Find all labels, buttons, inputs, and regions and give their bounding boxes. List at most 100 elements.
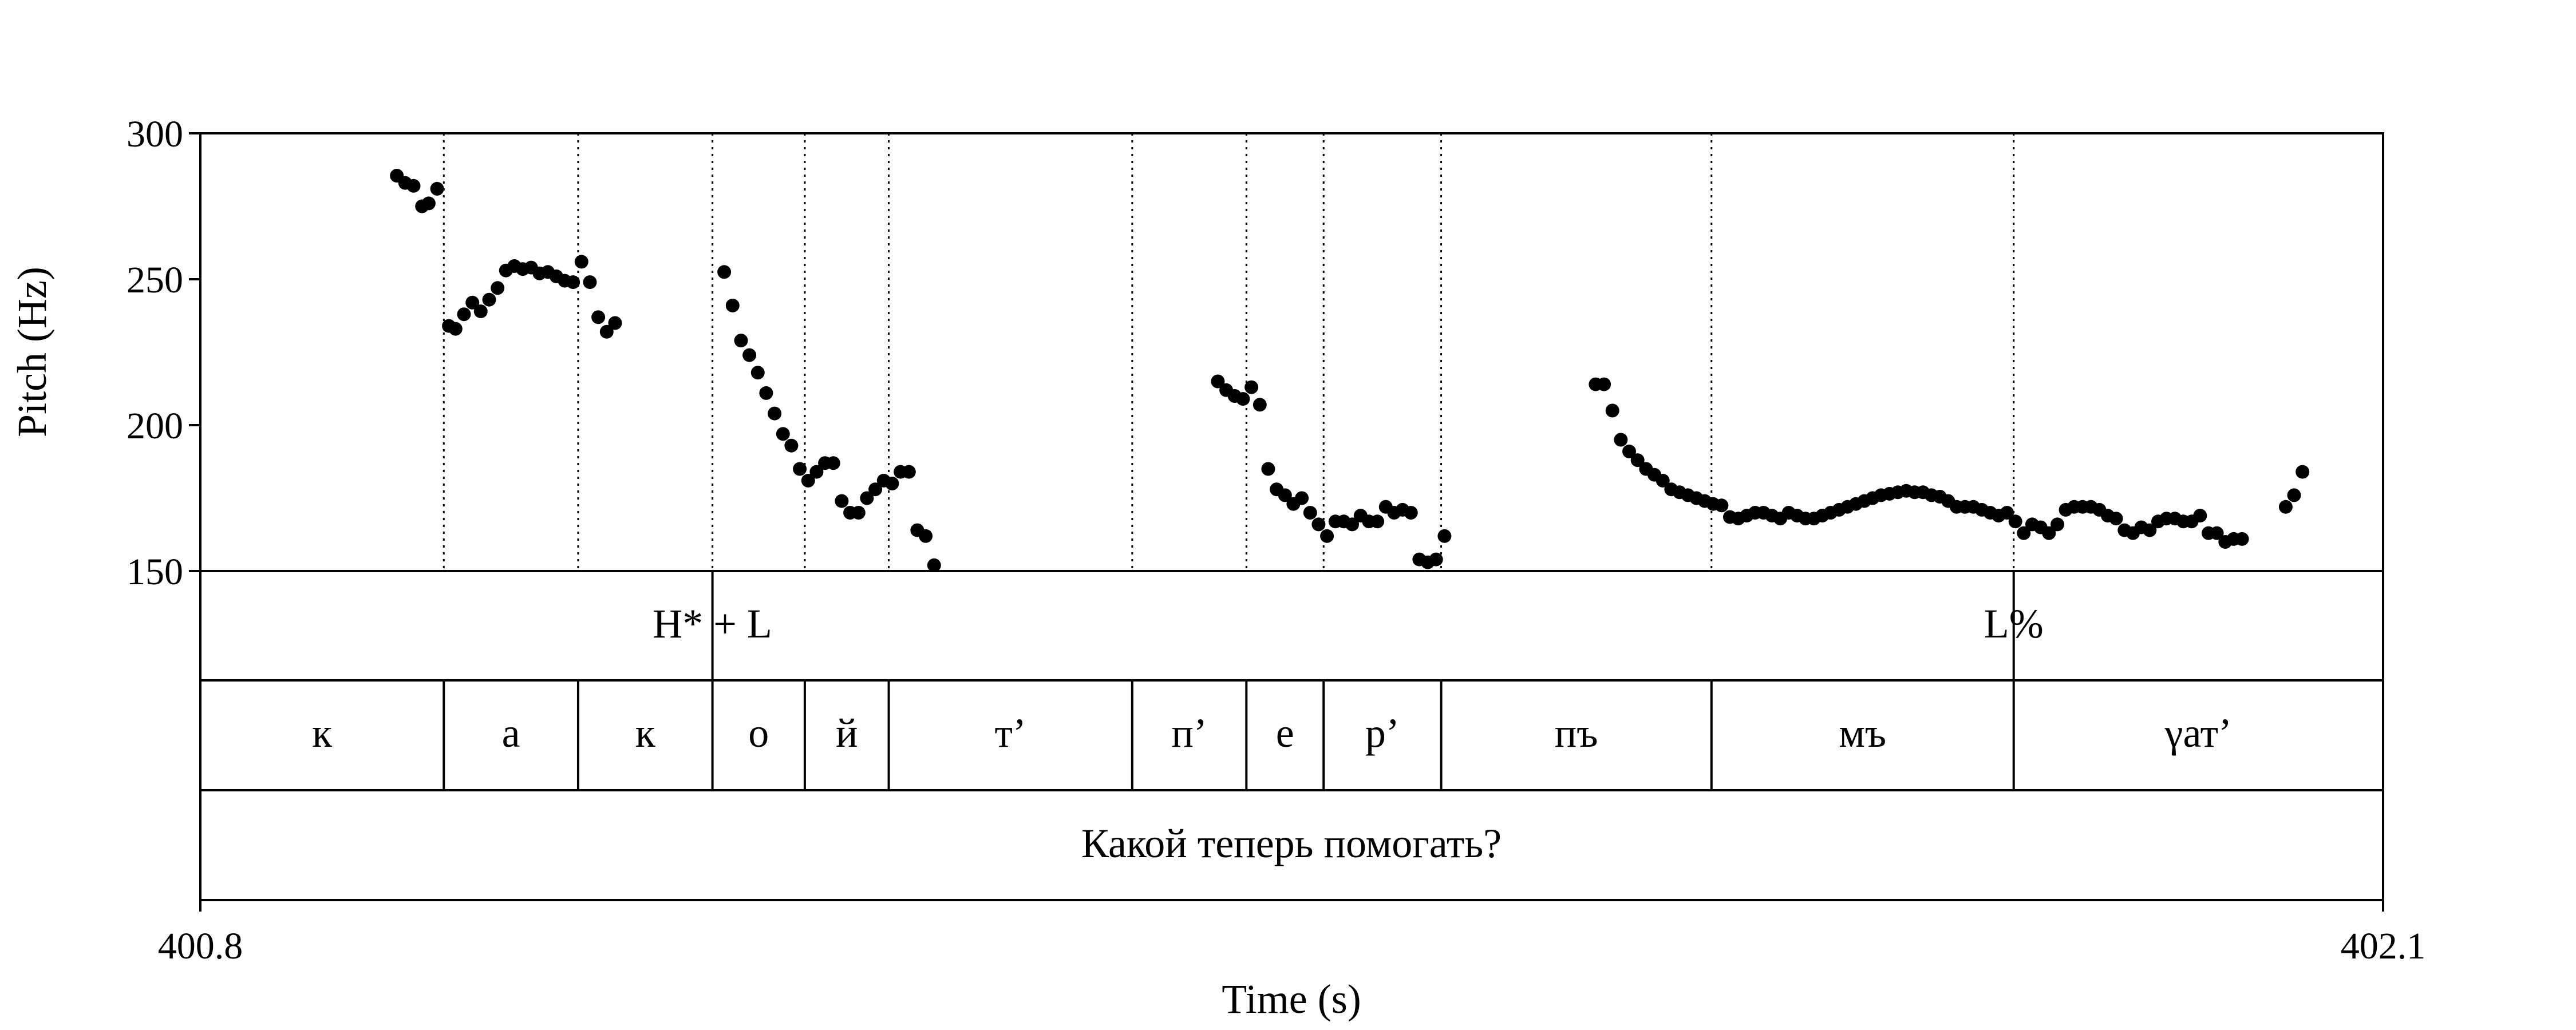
pitch-point-47 (885, 477, 899, 490)
pitch-point-63 (1295, 491, 1309, 505)
y-tick-label-200: 200 (127, 405, 183, 447)
sentence-label: Какой теперь помогать? (1081, 821, 1502, 866)
segment-label-10: мъ (1839, 710, 1886, 756)
pitch-point-34 (776, 427, 790, 441)
segment-label-7: е (1276, 710, 1294, 756)
pitch-point-45 (868, 482, 883, 497)
pitch-point-7 (448, 322, 463, 336)
pitch-point-30 (742, 348, 757, 362)
pitch-point-61 (1278, 488, 1292, 502)
pitch-point-153 (2193, 509, 2207, 523)
segment-label-2: к (635, 710, 656, 756)
y-tick-label-250: 250 (127, 259, 183, 301)
pitch-point-65 (1311, 517, 1326, 532)
pitch-point-22 (574, 255, 588, 269)
pitch-point-147 (2143, 523, 2157, 537)
pitch-point-136 (2050, 517, 2064, 532)
pitch-point-26 (608, 316, 622, 330)
pitch-point-21 (566, 275, 580, 290)
segment-label-6: п’ (1171, 710, 1207, 756)
pitch-point-76 (1404, 506, 1418, 520)
pitch-point-69 (1345, 517, 1360, 532)
pitch-point-12 (491, 281, 505, 295)
tone-tier: H* + L L% (653, 571, 2044, 680)
pitch-point-5 (430, 181, 444, 196)
pitch-point-72 (1370, 514, 1385, 529)
pitch-point-33 (768, 406, 782, 421)
pitch-point-85 (1622, 444, 1636, 458)
y-axis: 300 250 200 150 (127, 113, 200, 593)
pitch-point-57 (1244, 380, 1259, 394)
pitch-point-38 (809, 465, 824, 479)
pitch-point-96 (1714, 498, 1729, 513)
pitch-point-64 (1303, 506, 1317, 520)
pitch-point-135 (2042, 526, 2056, 540)
segment-label-8: р’ (1365, 710, 1400, 756)
pitch-point-58 (1253, 398, 1267, 412)
pitch-point-25 (599, 324, 614, 339)
segment-label-4: й (836, 710, 858, 756)
pitch-point-158 (2235, 532, 2249, 546)
pitch-point-40 (826, 456, 840, 470)
pitch-point-28 (725, 298, 740, 312)
pitch-point-143 (2109, 512, 2123, 526)
pitch-point-52 (927, 558, 941, 572)
segment-tier: к а к о й т’ п’ е р’ пъ мъ γат’ (312, 680, 2232, 790)
pitch-point-56 (1236, 392, 1250, 406)
plot-frame (199, 132, 2384, 901)
pitch-point-32 (759, 386, 773, 400)
segment-label-11: γат’ (2164, 710, 2232, 756)
pitch-point-2 (406, 179, 421, 193)
pitch-point-8 (457, 307, 471, 322)
pitch-point-79 (1429, 552, 1443, 566)
pitch-points (390, 169, 2310, 572)
pitch-point-82 (1597, 377, 1611, 391)
segment-label-1: а (502, 710, 520, 756)
pitch-point-27 (717, 265, 732, 279)
pitch-point-49 (902, 465, 916, 479)
segment-label-0: к (312, 710, 333, 756)
pitch-point-160 (2287, 488, 2301, 502)
pitch-point-84 (1614, 433, 1628, 447)
pitch-point-86 (1630, 453, 1645, 468)
pitch-point-4 (421, 196, 436, 211)
segment-label-3: о (748, 710, 769, 756)
x-tick-label-start: 400.8 (158, 925, 243, 967)
pitch-point-132 (2017, 526, 2031, 540)
pitch-point-10 (473, 304, 488, 319)
tone-label-0: H* + L (653, 601, 772, 647)
pitch-point-53 (1211, 374, 1225, 389)
pitch-point-159 (2278, 500, 2293, 514)
pitch-point-35 (784, 438, 799, 453)
pitch-point-29 (734, 334, 748, 348)
x-tick-label-end: 402.1 (2341, 925, 2426, 967)
pitch-point-44 (860, 491, 874, 505)
pitch-point-155 (2210, 526, 2224, 540)
pitch-point-51 (919, 529, 933, 543)
x-axis: 400.8 402.1 (158, 900, 2426, 967)
segment-label-9: пъ (1555, 710, 1598, 756)
pitch-point-9 (465, 295, 480, 310)
segment-boundary-guides (442, 133, 2015, 571)
pitch-point-31 (750, 366, 765, 380)
pitch-point-80 (1437, 529, 1452, 543)
pitch-point-37 (801, 473, 815, 488)
x-axis-title: Time (s) (1222, 976, 1361, 1022)
pitch-point-83 (1605, 403, 1619, 418)
pitch-point-161 (2296, 465, 2310, 479)
pitch-point-59 (1261, 462, 1275, 476)
pitch-point-36 (793, 462, 807, 476)
y-axis-title: Pitch (Hz) (9, 267, 55, 437)
segment-label-5: т’ (994, 710, 1026, 756)
tone-label-1: L% (1984, 601, 2044, 647)
y-tick-label-300: 300 (127, 113, 183, 155)
pitch-point-66 (1320, 529, 1334, 543)
pitch-point-131 (2008, 514, 2022, 529)
pitch-point-24 (591, 310, 606, 324)
pitch-point-41 (835, 494, 849, 508)
y-tick-label-150: 150 (127, 551, 183, 593)
pitch-point-23 (583, 275, 597, 290)
pitch-point-11 (482, 292, 496, 307)
pitch-point-89 (1656, 473, 1670, 488)
